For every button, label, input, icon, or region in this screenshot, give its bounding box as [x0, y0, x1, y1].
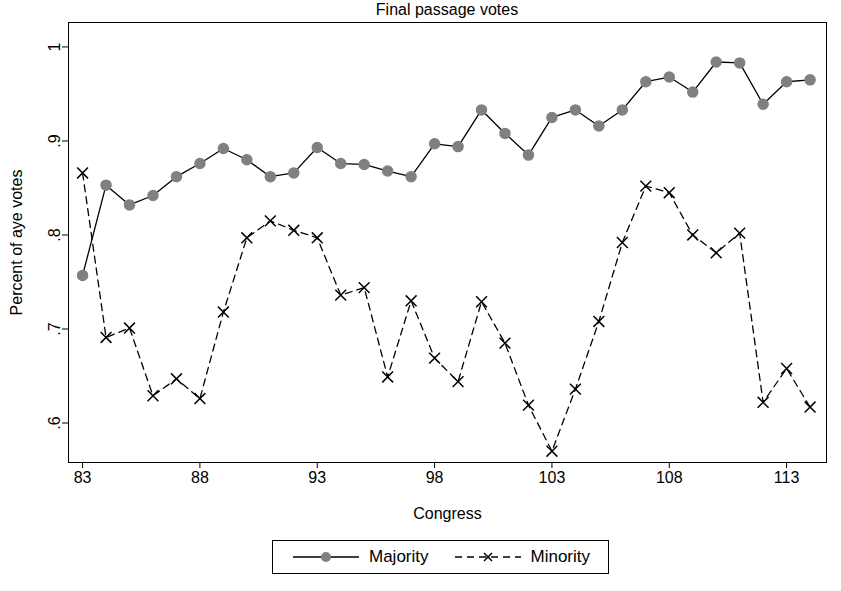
svg-text:108: 108: [656, 469, 683, 486]
html-text:Final passage votes: Final passage votes: [375, 1, 519, 18]
svg-text:83: 83: [74, 469, 92, 486]
svg-text:88: 88: [191, 469, 209, 486]
html-text:Minority: Minority: [530, 547, 590, 566]
svg-text:.9: .9: [46, 134, 63, 147]
svg-text:93: 93: [308, 469, 326, 486]
svg-text:.7: .7: [46, 322, 63, 335]
svg-text:.8: .8: [46, 228, 63, 241]
svg-text:98: 98: [426, 469, 444, 486]
svg-text:113: 113: [774, 469, 800, 486]
svg-text:.6: .6: [46, 416, 63, 429]
svg-text:1: 1: [46, 42, 63, 51]
svg-text:Percent of aye votes: Percent of aye votes: [8, 170, 25, 316]
html-text:Majority: Majority: [369, 547, 429, 566]
svg-text:Congress: Congress: [413, 505, 481, 522]
svg-text:103: 103: [539, 469, 566, 486]
